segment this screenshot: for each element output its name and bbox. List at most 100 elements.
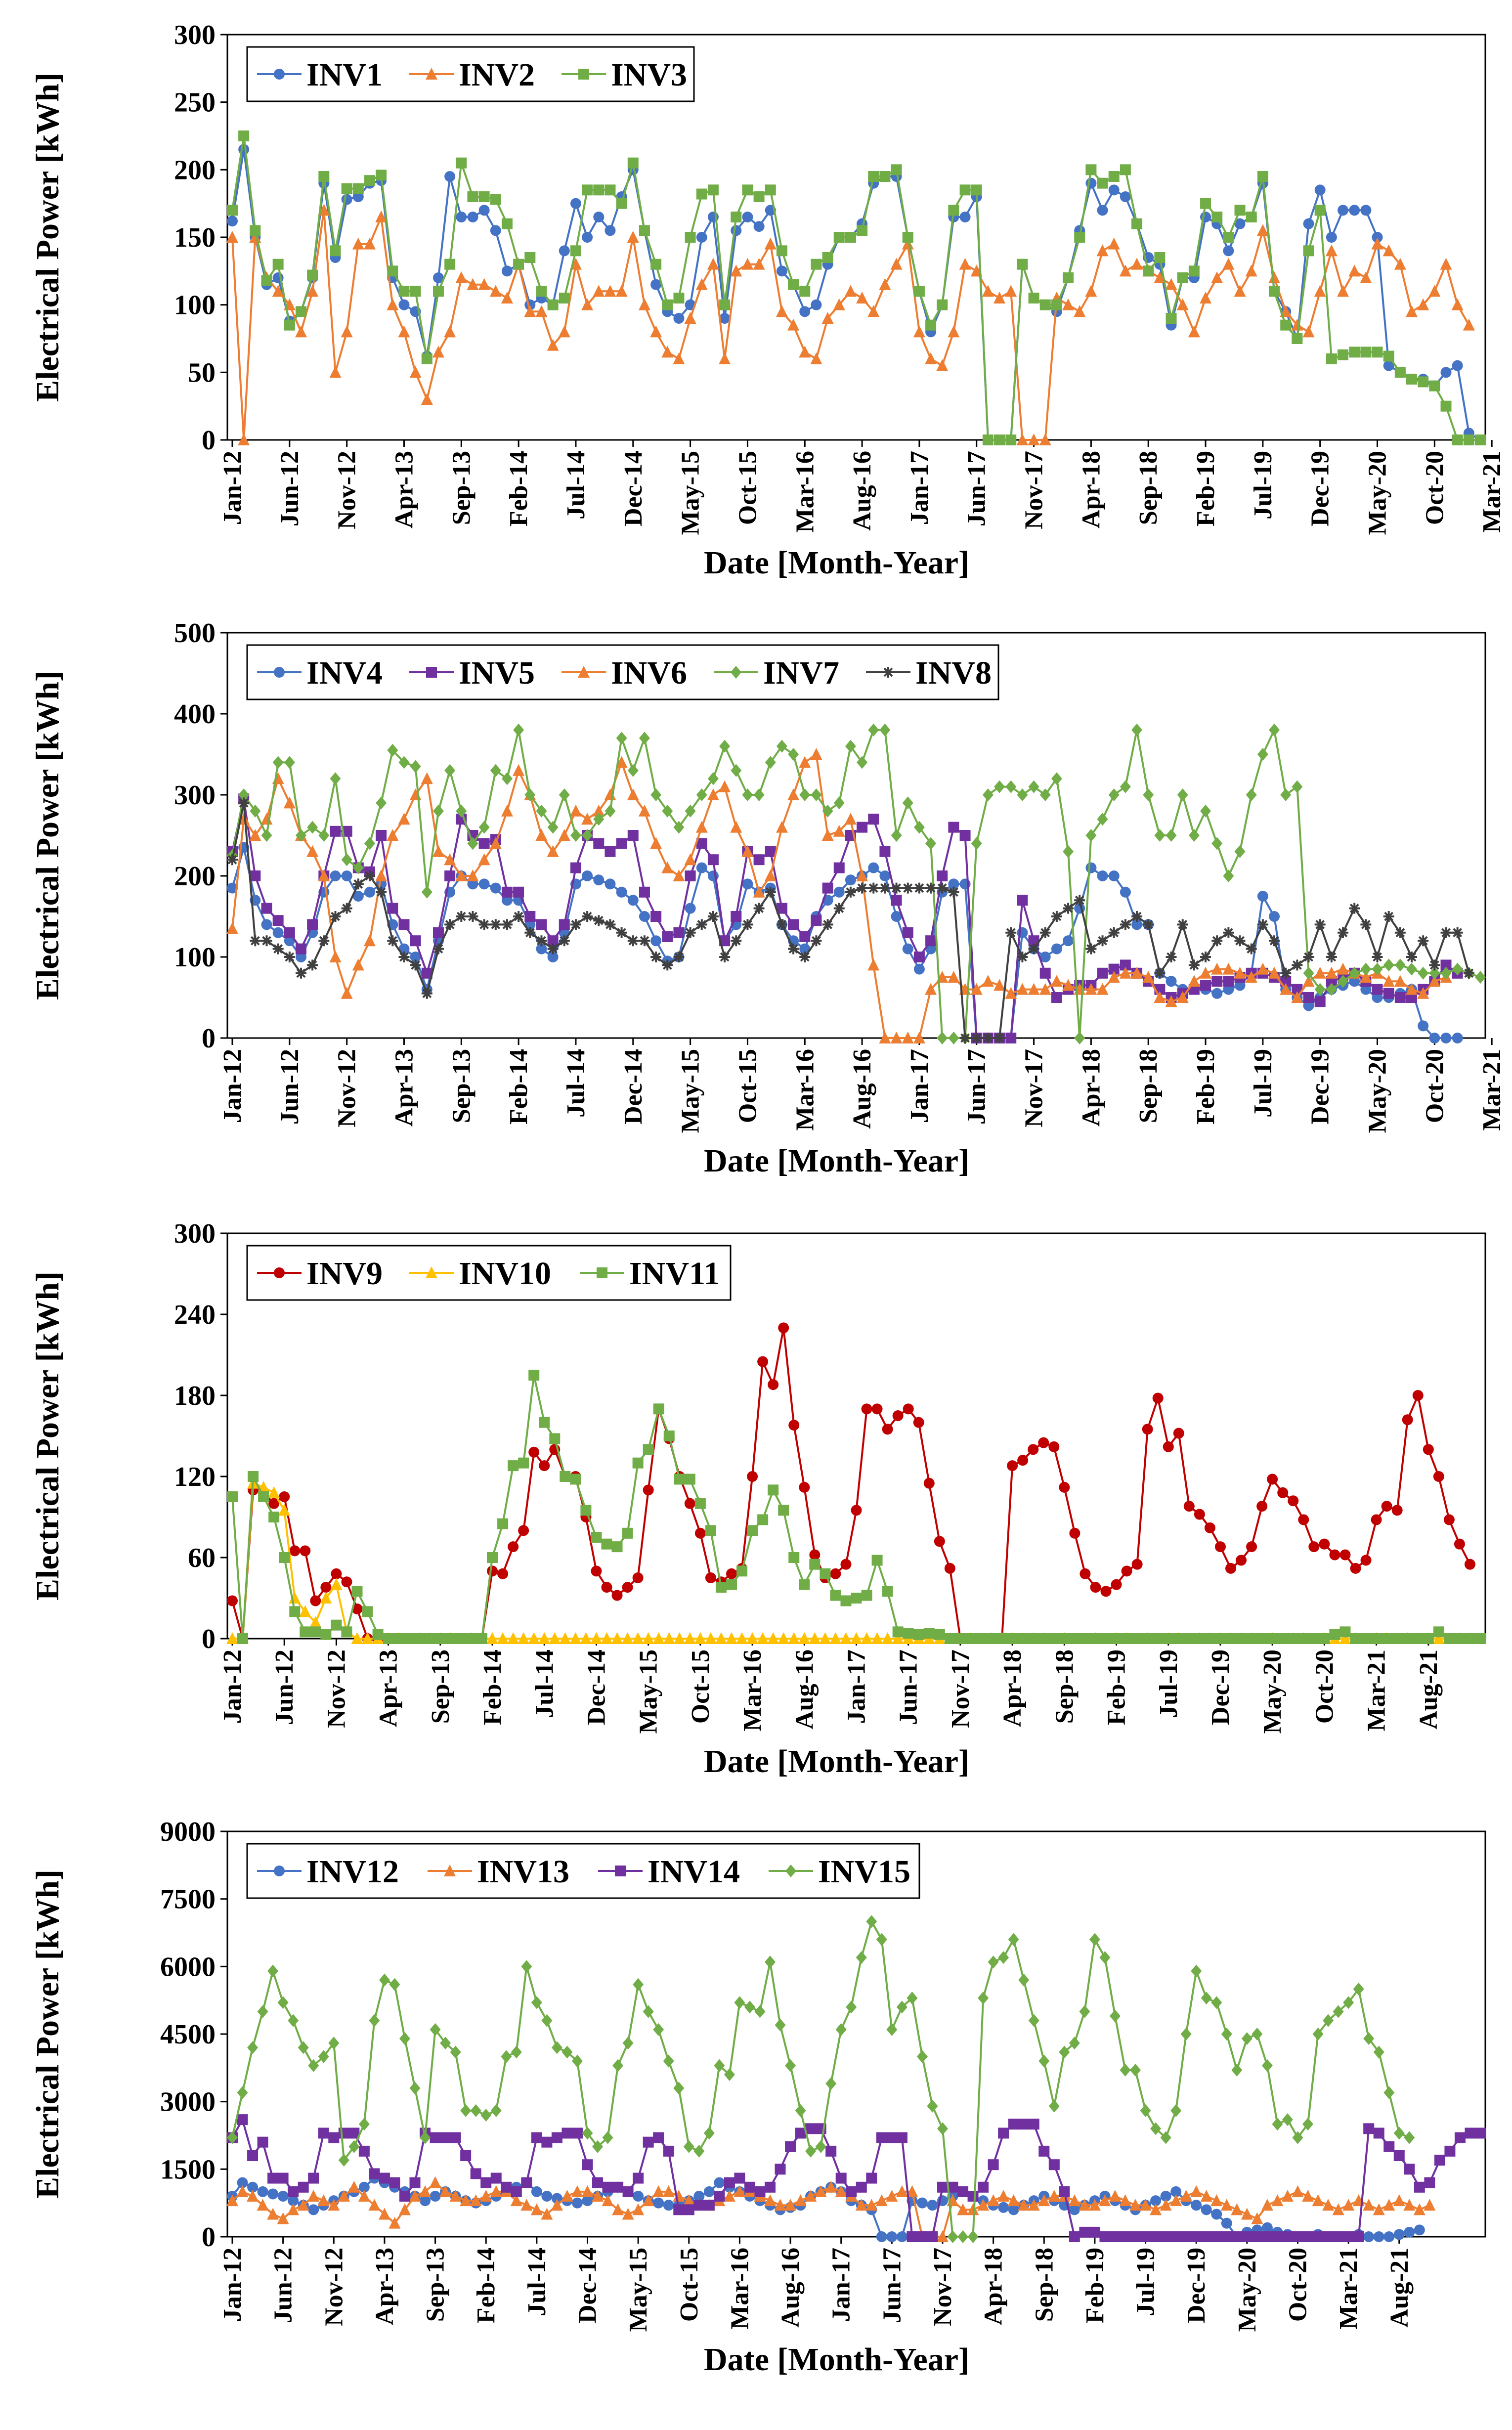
x-tick-label: Sep-18 xyxy=(1050,1649,1079,1724)
data-point-inv8 xyxy=(673,952,685,962)
data-point-inv11 xyxy=(279,1552,290,1563)
data-point-inv15 xyxy=(1373,2045,1384,2059)
legend-marker-inv5 xyxy=(426,667,437,678)
data-point-inv10 xyxy=(361,1632,374,1644)
data-point-inv1 xyxy=(799,306,811,317)
x-tick-label: Jun-17 xyxy=(878,2248,906,2323)
data-point-inv9 xyxy=(1225,1562,1236,1574)
data-point-inv5 xyxy=(547,935,559,947)
data-point-inv7 xyxy=(639,732,650,745)
data-point-inv13 xyxy=(247,2190,259,2202)
data-point-inv15 xyxy=(744,2000,755,2014)
data-point-inv14 xyxy=(1383,2141,1395,2152)
data-point-inv11 xyxy=(809,1559,821,1570)
data-point-inv6 xyxy=(1302,975,1315,987)
data-point-inv2 xyxy=(638,298,650,310)
data-point-inv10 xyxy=(611,1632,623,1644)
data-point-inv15 xyxy=(957,2230,969,2243)
data-point-inv15 xyxy=(988,1955,999,1969)
data-point-inv8 xyxy=(1234,935,1246,947)
data-point-inv8 xyxy=(776,919,787,930)
legend-background xyxy=(247,1246,731,1300)
data-point-inv15 xyxy=(1261,2059,1273,2072)
data-point-inv8 xyxy=(1303,952,1314,962)
x-tick-label: Aug-16 xyxy=(777,2248,805,2328)
x-tick-label: Oct-20 xyxy=(1421,451,1449,525)
data-point-inv15 xyxy=(1323,2014,1334,2027)
data-point-inv8 xyxy=(822,919,833,930)
y-axis-title: Electrical Power [kWh] xyxy=(30,671,66,1000)
data-point-inv2 xyxy=(1463,318,1475,331)
data-point-inv5 xyxy=(1303,992,1314,1003)
data-point-inv7 xyxy=(673,821,685,834)
data-point-inv15 xyxy=(328,2037,340,2050)
data-point-inv15 xyxy=(1048,2099,1060,2113)
data-point-inv11 xyxy=(591,1532,602,1543)
data-point-inv13 xyxy=(1292,2185,1304,2197)
x-tick-label: Jan-12 xyxy=(218,1649,247,1724)
data-point-inv13 xyxy=(1393,2194,1405,2207)
data-point-inv1 xyxy=(582,232,593,243)
data-point-inv9 xyxy=(1371,1514,1382,1525)
data-point-inv14 xyxy=(907,2231,918,2242)
data-point-inv9 xyxy=(1059,1481,1070,1493)
data-point-inv9 xyxy=(923,1477,935,1489)
data-point-inv12 xyxy=(1383,2231,1395,2242)
data-point-inv4 xyxy=(1429,1033,1440,1043)
data-point-inv9 xyxy=(611,1590,623,1601)
data-point-inv2 xyxy=(363,237,376,250)
data-point-inv13 xyxy=(886,2190,898,2202)
data-point-inv9 xyxy=(1194,1509,1205,1520)
data-point-inv1 xyxy=(501,265,513,277)
data-point-inv7 xyxy=(982,788,994,801)
data-point-inv11 xyxy=(1163,1633,1174,1644)
x-tick-label: Jun-12 xyxy=(276,451,304,526)
data-point-inv5 xyxy=(879,846,891,857)
data-point-inv13 xyxy=(825,2180,837,2193)
data-point-inv14 xyxy=(1130,2231,1141,2242)
series-inv6 xyxy=(226,748,1452,1043)
data-point-inv13 xyxy=(1007,2194,1020,2207)
data-point-inv2 xyxy=(787,318,800,331)
data-point-inv5 xyxy=(1120,959,1131,971)
data-point-inv8 xyxy=(307,959,318,971)
data-point-inv13 xyxy=(226,2194,238,2207)
data-point-inv3 xyxy=(432,286,444,297)
data-point-inv11 xyxy=(1329,1629,1340,1640)
data-point-inv7 xyxy=(799,788,811,801)
data-point-inv13 xyxy=(307,2190,320,2202)
data-point-inv13 xyxy=(460,2194,472,2207)
data-point-inv14 xyxy=(1241,2231,1253,2242)
x-tick-label: Sep-13 xyxy=(447,1049,475,1123)
data-point-inv10 xyxy=(746,1632,759,1644)
legend-label-inv5: INV5 xyxy=(459,655,535,691)
data-point-inv13 xyxy=(520,2199,533,2211)
data-point-inv9 xyxy=(289,1545,301,1557)
data-point-inv9 xyxy=(518,1525,529,1536)
data-point-inv10 xyxy=(788,1632,800,1644)
data-point-inv9 xyxy=(591,1565,602,1577)
data-point-inv9 xyxy=(1288,1495,1299,1507)
x-tick-label: Apr-18 xyxy=(1077,451,1105,528)
data-point-inv2 xyxy=(467,278,479,290)
data-point-inv6 xyxy=(615,756,628,768)
data-point-inv13 xyxy=(734,2185,746,2197)
data-point-inv10 xyxy=(507,1632,519,1644)
data-point-inv11 xyxy=(976,1633,987,1644)
data-point-inv8 xyxy=(971,1033,982,1043)
data-point-inv11 xyxy=(518,1457,529,1469)
data-point-inv3 xyxy=(398,286,410,297)
data-point-inv15 xyxy=(1393,2126,1405,2140)
data-point-inv12 xyxy=(358,2181,370,2193)
data-point-inv14 xyxy=(1414,2181,1425,2193)
data-point-inv3 xyxy=(948,205,959,216)
data-point-inv15 xyxy=(1059,2045,1070,2059)
data-point-inv14 xyxy=(1272,2231,1283,2242)
data-point-inv7 xyxy=(1074,1032,1085,1044)
data-point-inv5 xyxy=(719,935,731,947)
data-point-inv6 xyxy=(1062,979,1075,991)
data-point-inv7 xyxy=(1177,788,1188,801)
data-point-inv3 xyxy=(456,157,467,169)
